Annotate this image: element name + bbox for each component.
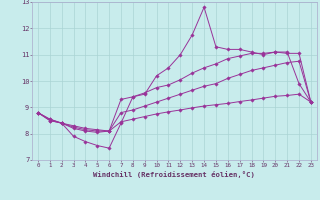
X-axis label: Windchill (Refroidissement éolien,°C): Windchill (Refroidissement éolien,°C) (93, 171, 255, 178)
